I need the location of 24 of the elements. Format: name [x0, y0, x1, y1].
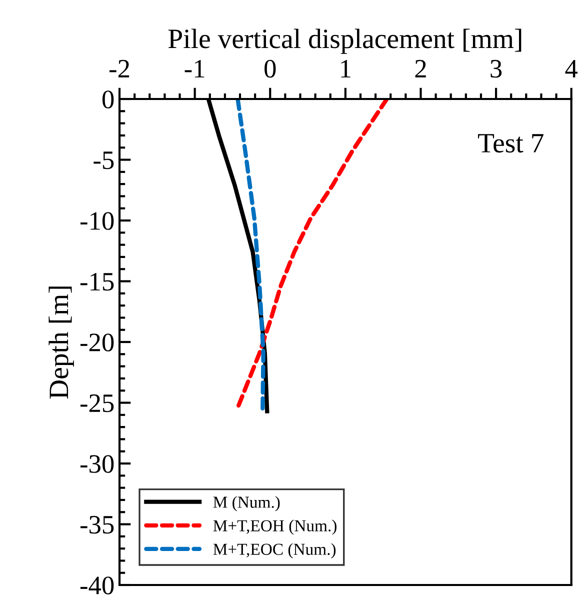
y-tick-label: -10 — [80, 212, 114, 230]
y-tick-label: -30 — [80, 455, 114, 473]
y-axis-title: Depth [m] — [48, 286, 74, 399]
legend-label: M+T,EOC (Num.) — [213, 543, 336, 558]
x-tick-label: 2 — [415, 60, 426, 78]
line-series — [236, 99, 266, 414]
x-tick-label: 4 — [565, 60, 578, 78]
x-tick-label: 1 — [341, 60, 350, 78]
y-tick-label: -15 — [80, 272, 114, 291]
x-tick-label: -2 — [110, 60, 130, 78]
y-tick-label: -40 — [80, 576, 114, 594]
y-tick-label: -25 — [80, 394, 114, 412]
annotation: Test 7 — [478, 134, 544, 153]
y-tick-label: -35 — [80, 516, 114, 534]
legend-label: M+T,EOH (Num.) — [213, 520, 336, 535]
x-axis-title: Pile vertical displacement [mm] — [168, 28, 522, 54]
x-tick-label: 0 — [264, 60, 276, 78]
y-tick-label: -5 — [94, 152, 114, 170]
x-tick-label: 3 — [490, 60, 502, 78]
x-tick-label: -1 — [184, 60, 204, 78]
y-tick-label: -20 — [80, 334, 114, 352]
line-series — [236, 99, 389, 410]
y-tick-label: 0 — [102, 90, 114, 108]
legend-label: M (Num.) — [213, 496, 280, 512]
